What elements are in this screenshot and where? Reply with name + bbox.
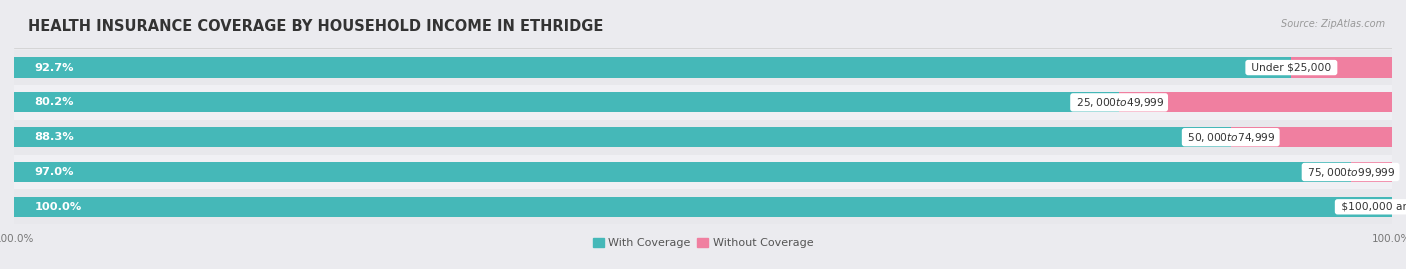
Text: $25,000 to $49,999: $25,000 to $49,999 [1073, 96, 1166, 109]
Text: HEALTH INSURANCE COVERAGE BY HOUSEHOLD INCOME IN ETHRIDGE: HEALTH INSURANCE COVERAGE BY HOUSEHOLD I… [28, 19, 603, 34]
Bar [14, 197, 1392, 217]
Text: 97.0%: 97.0% [35, 167, 75, 177]
Text: Under $25,000: Under $25,000 [1249, 63, 1334, 73]
Bar [1119, 92, 1392, 112]
Bar [14, 162, 1351, 182]
Text: 80.2%: 80.2% [35, 97, 75, 107]
Bar [14, 50, 1392, 85]
Text: 88.3%: 88.3% [35, 132, 75, 142]
Text: $50,000 to $74,999: $50,000 to $74,999 [1184, 131, 1277, 144]
Bar [14, 120, 1392, 155]
Bar [14, 189, 1392, 224]
Bar [1230, 127, 1392, 147]
Text: $100,000 and over: $100,000 and over [1337, 202, 1406, 212]
Bar [14, 92, 1119, 112]
Bar [14, 85, 1392, 120]
Text: Source: ZipAtlas.com: Source: ZipAtlas.com [1281, 19, 1385, 29]
Bar [1291, 58, 1392, 78]
Text: $75,000 to $99,999: $75,000 to $99,999 [1305, 165, 1396, 179]
Bar [14, 127, 1230, 147]
Bar [14, 58, 1291, 78]
Legend: With Coverage, Without Coverage: With Coverage, Without Coverage [588, 233, 818, 252]
Text: 100.0%: 100.0% [35, 202, 82, 212]
Text: 92.7%: 92.7% [35, 63, 75, 73]
Bar [1351, 162, 1392, 182]
Bar [14, 155, 1392, 189]
